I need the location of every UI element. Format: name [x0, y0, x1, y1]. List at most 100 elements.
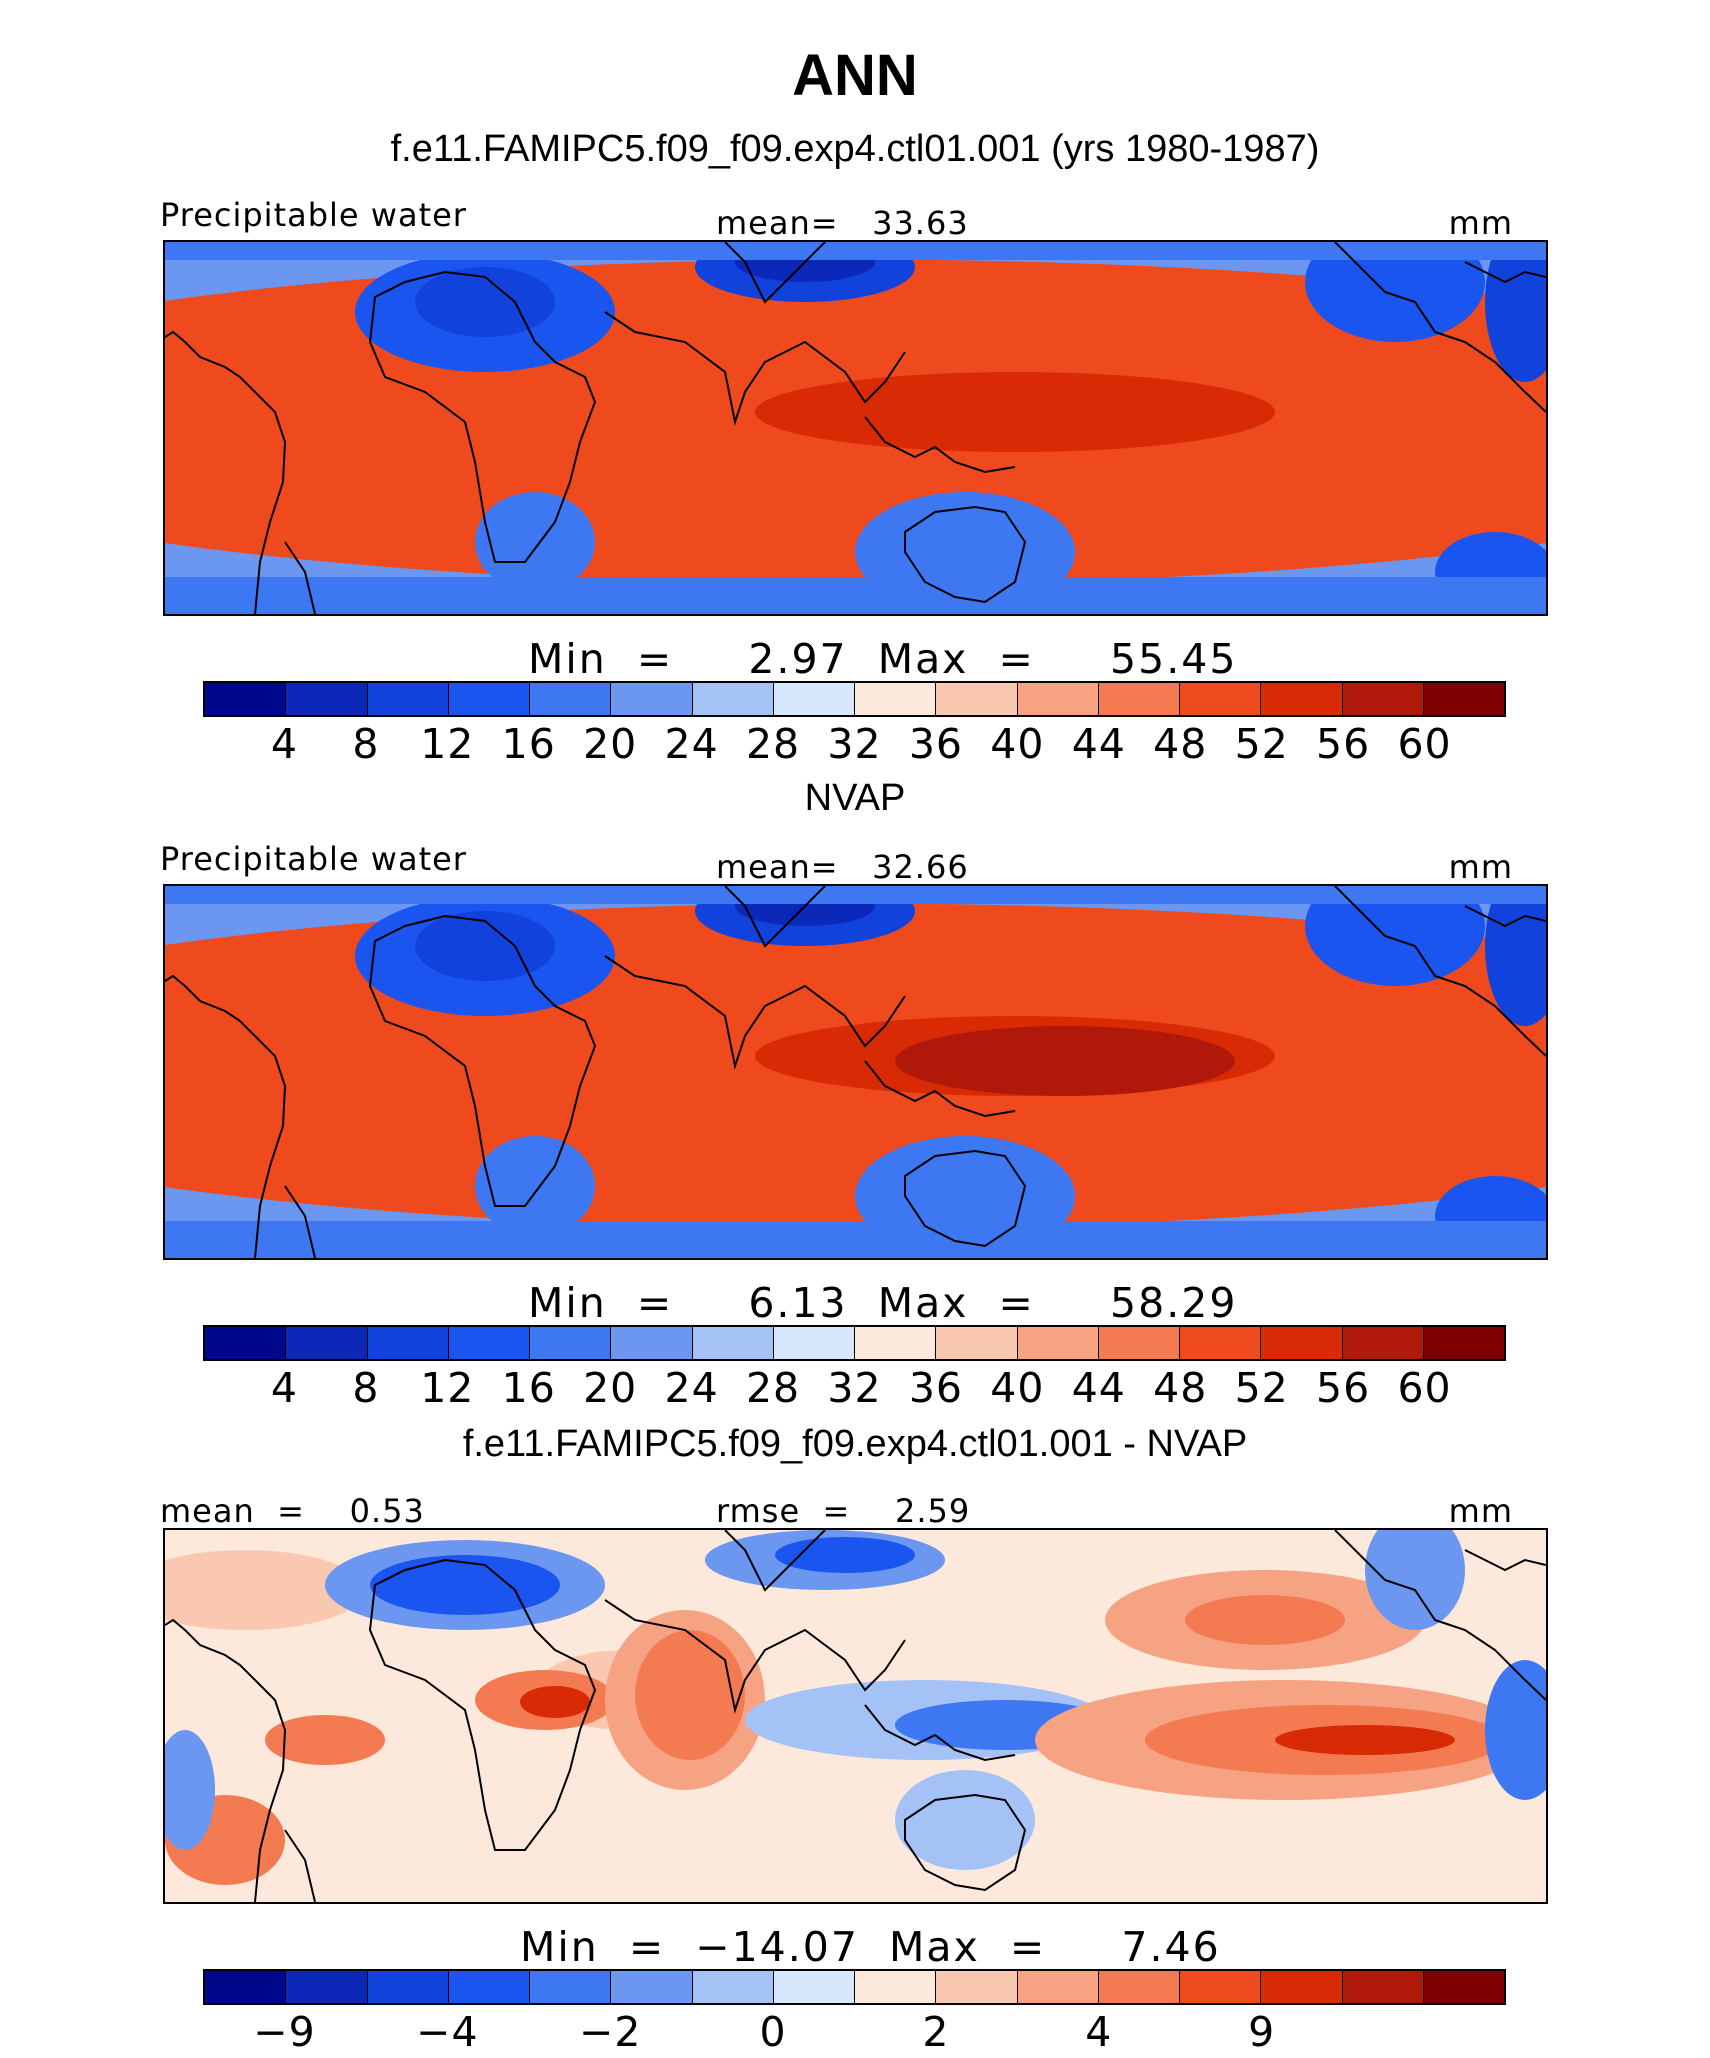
field-region — [1275, 1725, 1455, 1755]
panel-2-colorbar — [203, 1325, 1506, 1361]
colorbar-tick-label: 12 — [420, 720, 475, 768]
field-region — [165, 1006, 345, 1086]
colorbar-swatch — [1098, 1971, 1180, 2003]
panel-3-minmax: Min = −14.07 Max = 7.46 — [520, 1923, 1221, 1971]
colorbar-swatch — [936, 1971, 1018, 2003]
colorbar-tick-label: 52 — [1234, 1364, 1289, 1412]
colorbar-swatch — [1342, 1327, 1424, 1359]
colorbar-tick-label: 16 — [501, 1364, 556, 1412]
panel-3-rmse-label: rmse = 2.59 — [716, 1492, 971, 1530]
colorbar-swatch — [530, 683, 612, 715]
panel-2-units-label: mm — [1448, 848, 1513, 886]
coastline — [1334, 242, 1546, 413]
panel-1-colorbar-ticks: 4 8 12 16 20 24 28 32 36 40 44 48 52 56 60 — [203, 720, 1506, 770]
colorbar-swatch — [205, 1971, 287, 2003]
colorbar-swatch — [448, 1327, 530, 1359]
field-region — [165, 1730, 215, 1850]
colorbar-tick-label: 16 — [501, 720, 556, 768]
colorbar-swatch — [286, 1971, 368, 2003]
colorbar-swatch — [1017, 683, 1099, 715]
colorbar-tick-label: 8 — [352, 720, 380, 768]
field-region — [265, 1715, 385, 1765]
colorbar-tick-label: 20 — [583, 1364, 638, 1412]
panel-1-minmax: Min = 2.97 Max = 55.45 — [528, 635, 1238, 683]
colorbar-tick-label: 9 — [1248, 2008, 1276, 2056]
colorbar-swatch — [1423, 1327, 1504, 1359]
colorbar-swatch — [1098, 683, 1180, 715]
colorbar-swatch — [1423, 683, 1504, 715]
coastline — [724, 886, 826, 948]
field-region — [1485, 1660, 1546, 1800]
colorbar-tick-label: 8 — [352, 1364, 380, 1412]
colorbar-swatch — [936, 1327, 1018, 1359]
colorbar-swatch — [1180, 1971, 1262, 2003]
field-region — [1185, 1595, 1345, 1645]
colorbar-swatch — [692, 683, 774, 715]
coastline — [165, 974, 287, 1258]
panel-2-map — [163, 884, 1548, 1260]
colorbar-swatch — [367, 1971, 449, 2003]
colorbar-swatch — [367, 1327, 449, 1359]
colorbar-swatch — [367, 683, 449, 715]
coastline — [724, 242, 826, 304]
coastline — [1464, 261, 1546, 284]
colorbar-tick-label: 28 — [745, 1364, 801, 1412]
colorbar-swatch — [1423, 1971, 1504, 2003]
colorbar-swatch — [530, 1327, 612, 1359]
colorbar-swatch — [1017, 1971, 1099, 2003]
field-region — [1485, 242, 1546, 382]
colorbar-swatch — [855, 683, 937, 715]
colorbar-swatch — [448, 1971, 530, 2003]
panel-2-colorbar-ticks: 4 8 12 16 20 24 28 32 36 40 44 48 52 56 60 — [203, 1364, 1506, 1414]
field-region — [165, 886, 1546, 904]
panel-3-contour-field — [165, 1530, 1546, 1902]
panel-2-mean-label: mean= 32.66 — [716, 848, 969, 886]
panel-2-title: NVAP — [804, 777, 906, 819]
coastline — [904, 1793, 1027, 1892]
coastline — [368, 270, 597, 563]
colorbar-tick-label: 36 — [908, 1364, 964, 1412]
panel-1-colorbar — [203, 681, 1506, 717]
coastline — [904, 505, 1027, 604]
coastline — [604, 955, 906, 1070]
colorbar-swatch — [205, 1327, 287, 1359]
colorbar-swatch — [773, 683, 855, 715]
colorbar-tick-label: 24 — [664, 720, 719, 768]
coastline — [368, 1558, 597, 1851]
panel-3-title: f.e11.FAMIPC5.f09_f09.exp4.ctl01.001 - N… — [462, 1423, 1248, 1465]
colorbar-swatch — [611, 1971, 693, 2003]
field-region — [1365, 1530, 1465, 1630]
coastline — [1334, 886, 1546, 1057]
colorbar-tick-label: 56 — [1316, 720, 1371, 768]
colorbar-tick-label: 40 — [990, 720, 1045, 768]
panel-1-title: f.e11.FAMIPC5.f09_f09.exp4.ctl01.001 (yr… — [390, 128, 1320, 170]
colorbar-swatch — [286, 683, 368, 715]
colorbar-tick-label: 52 — [1234, 720, 1289, 768]
field-region — [635, 1630, 745, 1760]
colorbar-tick-label: 60 — [1397, 1364, 1452, 1412]
coastline — [864, 1060, 1016, 1118]
field-region — [165, 1550, 365, 1630]
colorbar-tick-label: 24 — [664, 1364, 719, 1412]
colorbar-swatch — [855, 1971, 937, 2003]
colorbar-tick-label: 40 — [990, 1364, 1045, 1412]
colorbar-tick-label: 60 — [1397, 720, 1452, 768]
field-region — [1485, 886, 1546, 1026]
colorbar-tick-label: 48 — [1153, 1364, 1208, 1412]
colorbar-tick-label: −2 — [578, 2008, 642, 2056]
panel-2-variable-label: Precipitable water — [160, 840, 467, 878]
coastline — [904, 1149, 1027, 1248]
colorbar-swatch — [692, 1327, 774, 1359]
colorbar-tick-label: 56 — [1316, 1364, 1371, 1412]
field-region — [165, 362, 345, 442]
colorbar-tick-label: 44 — [1071, 1364, 1126, 1412]
colorbar-tick-label: 20 — [583, 720, 638, 768]
field-region — [520, 1686, 590, 1718]
panel-3-colorbar-ticks: −9 −4 −2 0 2 4 9 — [203, 2008, 1506, 2058]
field-region — [895, 1770, 1035, 1870]
colorbar-swatch — [855, 1327, 937, 1359]
panel-3-map — [163, 1528, 1548, 1904]
field-region — [415, 911, 555, 981]
coastline — [1334, 1530, 1546, 1701]
colorbar-swatch — [205, 683, 287, 715]
